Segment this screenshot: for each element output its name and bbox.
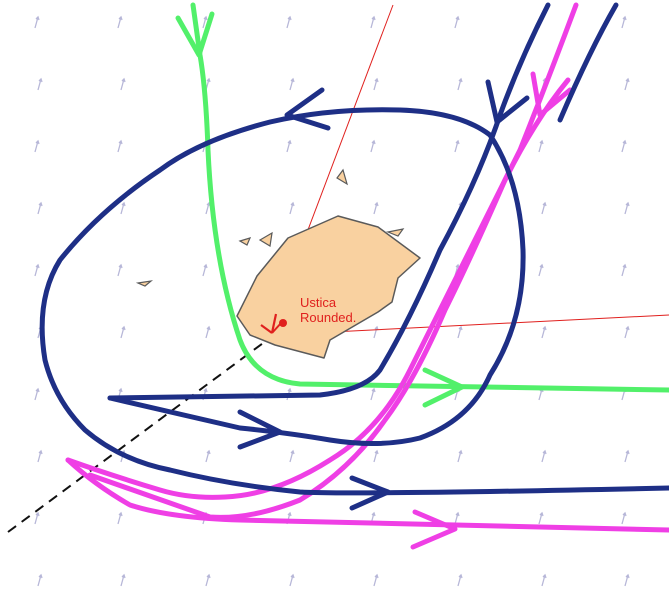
dashed-guide-line <box>7 331 279 533</box>
navy-arrowhead-loop <box>284 87 331 131</box>
wind-arrow <box>624 325 630 339</box>
wind-arrow <box>34 511 40 525</box>
wind-arrow <box>120 77 126 91</box>
wind-arrow <box>370 15 376 29</box>
wind-arrow <box>289 449 295 463</box>
wind-arrow <box>538 387 544 401</box>
island-status: Rounded. <box>300 310 357 325</box>
wind-arrow <box>370 387 376 401</box>
wind-arrow <box>289 573 295 587</box>
wind-arrow <box>621 511 627 525</box>
island-name: Ustica <box>300 295 337 310</box>
wind-arrow <box>120 325 126 339</box>
wind-arrow <box>37 201 43 215</box>
wind-arrow <box>34 387 40 401</box>
wind-arrow <box>454 15 460 29</box>
wind-arrow <box>621 263 627 277</box>
wind-arrow <box>541 201 547 215</box>
wind-arrow <box>454 139 460 153</box>
wind-arrow <box>457 77 463 91</box>
wind-arrow <box>624 77 630 91</box>
wind-arrow <box>117 511 123 525</box>
rounding-mark <box>260 313 287 334</box>
islet-2 <box>238 237 252 246</box>
islet-1 <box>258 231 273 247</box>
wind-arrow <box>117 139 123 153</box>
wind-arrow <box>457 449 463 463</box>
wind-arrow <box>205 449 211 463</box>
wind-arrow <box>37 449 43 463</box>
wind-arrow <box>621 15 627 29</box>
route-navy <box>39 2 669 511</box>
wind-arrow <box>34 139 40 153</box>
wind-arrow <box>205 201 211 215</box>
green-arrowhead-right <box>422 367 465 408</box>
wind-arrow <box>370 139 376 153</box>
wind-arrow <box>286 139 292 153</box>
wind-arrow <box>289 77 295 91</box>
wind-arrow <box>624 573 630 587</box>
wind-arrow <box>205 325 211 339</box>
wind-arrow <box>286 15 292 29</box>
wind-arrow <box>538 511 544 525</box>
wind-arrow <box>373 201 379 215</box>
wind-arrow <box>621 139 627 153</box>
wind-arrow <box>120 573 126 587</box>
wind-arrow <box>457 325 463 339</box>
route-green <box>175 2 669 408</box>
wind-arrow <box>624 201 630 215</box>
wind-arrow <box>117 15 123 29</box>
wind-arrow <box>373 77 379 91</box>
wind-arrow <box>541 325 547 339</box>
wind-arrow <box>541 573 547 587</box>
wind-arrow <box>541 449 547 463</box>
navy-arrowhead-outer <box>349 475 391 511</box>
navy-arrowhead-top <box>485 79 530 125</box>
navy-arrowhead-inner <box>237 409 283 450</box>
islet-4 <box>385 228 405 237</box>
wind-arrow <box>624 449 630 463</box>
magenta-arrowhead-top <box>530 71 573 118</box>
wind-arrow <box>205 573 211 587</box>
wind-arrow <box>538 139 544 153</box>
green-arrowhead-top <box>175 11 215 58</box>
islet-3 <box>336 168 348 186</box>
magenta-arrowhead-bottom <box>410 509 458 550</box>
wind-arrow <box>37 573 43 587</box>
wind-arrow <box>37 77 43 91</box>
islet-5 <box>135 280 154 287</box>
wind-arrow <box>117 263 123 277</box>
wind-arrow <box>373 325 379 339</box>
wind-arrow <box>202 263 208 277</box>
wind-arrow <box>538 263 544 277</box>
wind-arrow <box>454 511 460 525</box>
wind-arrow <box>202 15 208 29</box>
wind-arrow <box>120 201 126 215</box>
wind-arrow <box>373 573 379 587</box>
wind-arrow <box>34 15 40 29</box>
wind-arrow <box>34 263 40 277</box>
wind-arrow <box>373 449 379 463</box>
island-label: Ustica Rounded. <box>300 295 356 325</box>
wind-arrow <box>289 201 295 215</box>
wind-arrow <box>457 573 463 587</box>
